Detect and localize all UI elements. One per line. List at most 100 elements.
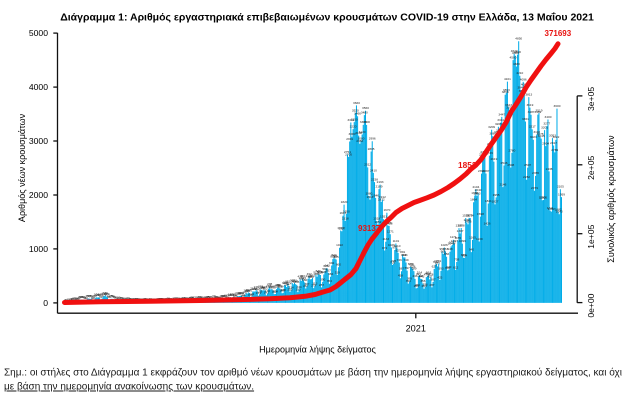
svg-text:1574: 1574 (467, 213, 474, 217)
svg-text:3570: 3570 (506, 106, 513, 110)
svg-text:2397: 2397 (483, 169, 490, 173)
svg-text:3400: 3400 (545, 115, 552, 119)
svg-text:437: 437 (427, 275, 432, 279)
svg-text:1387: 1387 (456, 224, 463, 228)
svg-text:298: 298 (267, 282, 272, 286)
svg-text:581: 581 (322, 267, 327, 271)
svg-text:971: 971 (382, 246, 387, 250)
svg-text:313: 313 (312, 281, 317, 285)
svg-text:891: 891 (400, 250, 405, 254)
svg-text:446: 446 (412, 274, 417, 278)
svg-text:60: 60 (214, 295, 218, 299)
svg-text:265: 265 (266, 284, 271, 288)
svg-text:147: 147 (242, 290, 247, 294)
svg-text:47: 47 (91, 296, 95, 300)
svg-text:97: 97 (227, 293, 231, 297)
svg-text:1551: 1551 (380, 215, 387, 219)
svg-text:120: 120 (104, 292, 109, 296)
svg-text:448: 448 (418, 274, 423, 278)
svg-text:75: 75 (234, 294, 238, 298)
svg-text:1426: 1426 (484, 221, 491, 225)
svg-text:425: 425 (437, 275, 442, 279)
svg-text:84: 84 (222, 294, 226, 298)
svg-text:82: 82 (221, 294, 225, 298)
svg-text:3519: 3519 (536, 108, 543, 112)
svg-text:169: 169 (245, 289, 250, 293)
svg-text:843: 843 (402, 253, 407, 257)
svg-text:612: 612 (453, 265, 458, 269)
svg-text:33: 33 (73, 297, 77, 301)
svg-text:491: 491 (416, 272, 421, 276)
svg-text:188: 188 (281, 288, 286, 292)
svg-text:121: 121 (249, 292, 254, 296)
svg-text:443: 443 (419, 274, 424, 278)
svg-text:514: 514 (417, 271, 422, 275)
svg-text:1983: 1983 (474, 191, 481, 195)
svg-text:170: 170 (265, 289, 270, 293)
svg-text:4380: 4380 (513, 62, 520, 66)
svg-text:2991: 2991 (346, 137, 353, 141)
svg-text:80: 80 (241, 294, 245, 298)
svg-text:με βάση την ημερομηνία ανακοίν: με βάση την ημερομηνία ανακοίνωσης των κ… (4, 381, 254, 393)
svg-text:Αριθμός νέων κρουσμάτων: Αριθμός νέων κρουσμάτων (17, 113, 27, 222)
svg-text:2104: 2104 (472, 185, 479, 189)
svg-text:1099: 1099 (459, 239, 466, 243)
svg-text:100: 100 (95, 293, 100, 297)
svg-text:2238: 2238 (371, 178, 378, 182)
svg-text:2729: 2729 (486, 151, 493, 155)
svg-text:3342: 3342 (347, 118, 354, 122)
svg-text:620: 620 (446, 265, 451, 269)
svg-text:93137: 93137 (358, 224, 381, 233)
svg-text:59: 59 (81, 295, 85, 299)
svg-text:142: 142 (264, 291, 269, 295)
svg-text:67: 67 (212, 295, 216, 299)
svg-text:2079: 2079 (531, 186, 538, 190)
svg-text:2751: 2751 (344, 150, 351, 154)
svg-text:97: 97 (98, 293, 102, 297)
svg-text:746: 746 (397, 258, 402, 262)
svg-text:3022: 3022 (552, 135, 559, 139)
svg-text:3220: 3220 (350, 125, 357, 129)
svg-text:513: 513 (426, 271, 431, 275)
svg-text:356: 356 (406, 279, 411, 283)
svg-text:1711: 1711 (547, 206, 554, 210)
svg-text:821: 821 (333, 254, 338, 258)
svg-text:269: 269 (414, 284, 419, 288)
svg-text:3277: 3277 (543, 122, 550, 126)
svg-text:1841: 1841 (485, 199, 492, 203)
svg-text:805: 805 (334, 255, 339, 259)
svg-text:243: 243 (262, 285, 267, 289)
svg-text:1872: 1872 (378, 197, 385, 201)
svg-text:856: 856 (444, 252, 449, 256)
svg-text:725: 725 (391, 259, 396, 263)
svg-text:1388: 1388 (458, 223, 465, 227)
svg-text:354: 354 (327, 279, 332, 283)
svg-text:35: 35 (74, 296, 78, 300)
svg-text:759: 759 (454, 257, 459, 261)
svg-text:194: 194 (246, 288, 251, 292)
svg-text:67: 67 (233, 295, 237, 299)
svg-text:3300: 3300 (360, 120, 367, 124)
svg-text:811: 811 (330, 255, 335, 259)
svg-text:45: 45 (190, 296, 194, 300)
svg-text:3209: 3209 (488, 125, 495, 129)
svg-text:670: 670 (408, 262, 413, 266)
svg-text:628: 628 (410, 264, 415, 268)
svg-text:58: 58 (208, 295, 212, 299)
svg-text:3447: 3447 (498, 112, 505, 116)
svg-text:212: 212 (251, 287, 256, 291)
svg-text:57: 57 (107, 295, 111, 299)
svg-text:3118: 3118 (533, 130, 540, 134)
svg-text:29: 29 (115, 297, 119, 301)
svg-text:103: 103 (96, 293, 101, 297)
svg-text:1650: 1650 (343, 209, 350, 213)
svg-text:287: 287 (319, 283, 324, 287)
svg-text:0: 0 (43, 298, 48, 308)
svg-text:314: 314 (286, 281, 291, 285)
svg-text:356: 356 (420, 279, 425, 283)
svg-text:518: 518 (318, 270, 323, 274)
svg-text:2146: 2146 (499, 183, 506, 187)
svg-text:51: 51 (92, 296, 96, 300)
svg-text:1133: 1133 (382, 237, 389, 241)
svg-text:285: 285 (275, 283, 280, 287)
